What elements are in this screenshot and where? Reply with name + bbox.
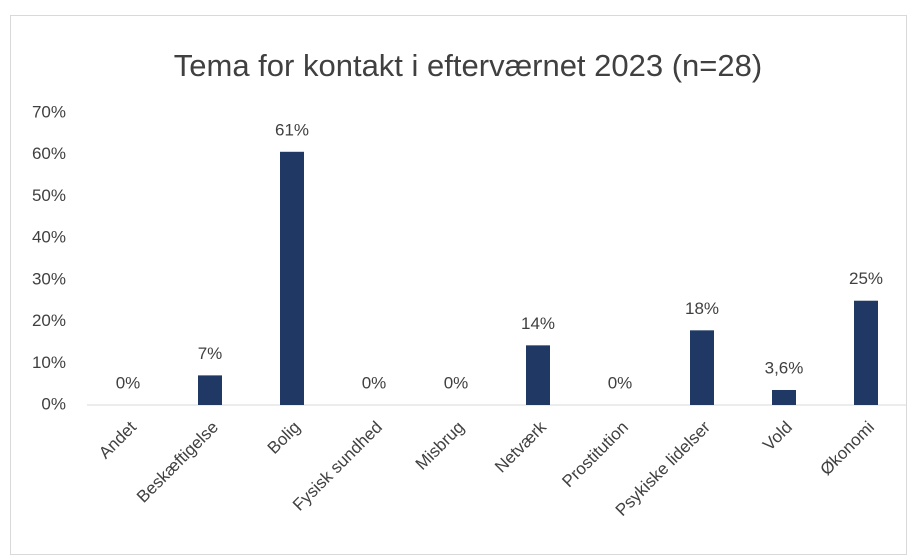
data-label: 0% — [608, 373, 633, 392]
bar — [198, 375, 222, 405]
bar — [854, 300, 878, 405]
bar — [526, 345, 550, 405]
data-label: 0% — [362, 373, 387, 392]
y-tick-label: 40% — [32, 228, 66, 247]
data-label: 3,6% — [765, 358, 804, 377]
y-tick-label: 0% — [41, 394, 66, 413]
data-label: 18% — [685, 299, 719, 318]
y-tick-label: 50% — [32, 186, 66, 205]
y-tick-label: 20% — [32, 311, 66, 330]
y-tick-label: 30% — [32, 269, 66, 288]
y-tick-label: 60% — [32, 144, 66, 163]
bar — [280, 151, 304, 405]
bar — [690, 330, 714, 405]
bar — [772, 389, 796, 405]
data-label: 0% — [116, 373, 141, 392]
chart-title: Tema for kontakt i efterværnet 2023 (n=2… — [174, 48, 762, 83]
chart-border — [10, 15, 907, 555]
data-label: 61% — [275, 120, 309, 139]
data-label: 14% — [521, 314, 555, 333]
data-label: 7% — [198, 344, 223, 363]
y-tick-label: 10% — [32, 353, 66, 372]
y-tick-label: 70% — [32, 102, 66, 121]
data-label: 25% — [849, 269, 883, 288]
data-label: 0% — [444, 373, 469, 392]
